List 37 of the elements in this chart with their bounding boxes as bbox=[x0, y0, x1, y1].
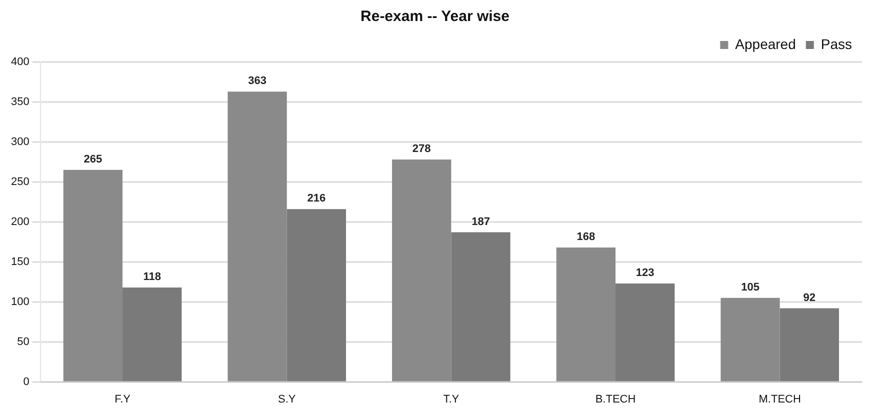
y-tick-label: 250 bbox=[10, 176, 30, 188]
y-tick-label: 200 bbox=[10, 216, 30, 228]
y-tick-label: 100 bbox=[10, 296, 30, 308]
bar bbox=[556, 247, 616, 382]
y-tick-label: 400 bbox=[10, 56, 30, 68]
data-label: 123 bbox=[636, 266, 654, 279]
bar bbox=[616, 283, 675, 382]
x-tick-label: B.TECH bbox=[595, 393, 636, 406]
data-label: 118 bbox=[143, 270, 161, 283]
bar bbox=[720, 298, 780, 382]
bar bbox=[228, 92, 287, 382]
data-label: 92 bbox=[803, 292, 816, 304]
data-label: 187 bbox=[472, 216, 490, 228]
bar bbox=[286, 209, 346, 382]
bar bbox=[63, 170, 123, 382]
data-label: 168 bbox=[576, 231, 596, 244]
bar bbox=[122, 287, 182, 382]
data-label: 265 bbox=[84, 153, 102, 166]
y-tick-label: 50 bbox=[17, 336, 30, 348]
data-label: 105 bbox=[741, 281, 760, 294]
x-tick-label: F.Y bbox=[114, 393, 132, 406]
bar bbox=[451, 232, 510, 382]
y-tick-label: 300 bbox=[10, 136, 30, 148]
legend-label: Pass bbox=[820, 36, 852, 52]
x-tick-label: T.Y bbox=[443, 393, 460, 406]
data-label: 363 bbox=[248, 75, 266, 88]
y-tick-label: 0 bbox=[23, 376, 30, 388]
data-label: 216 bbox=[307, 192, 326, 205]
legend-label: Appeared bbox=[735, 36, 796, 52]
y-tick-label: 150 bbox=[10, 256, 30, 268]
data-label: 278 bbox=[412, 143, 431, 156]
bar bbox=[392, 160, 452, 382]
bar bbox=[780, 308, 839, 382]
y-tick-label: 350 bbox=[10, 96, 30, 108]
x-tick-label: M.TECH bbox=[758, 393, 801, 406]
x-tick-label: S.Y bbox=[278, 393, 296, 406]
chart-title: Re-exam -- Year wise bbox=[360, 8, 510, 26]
